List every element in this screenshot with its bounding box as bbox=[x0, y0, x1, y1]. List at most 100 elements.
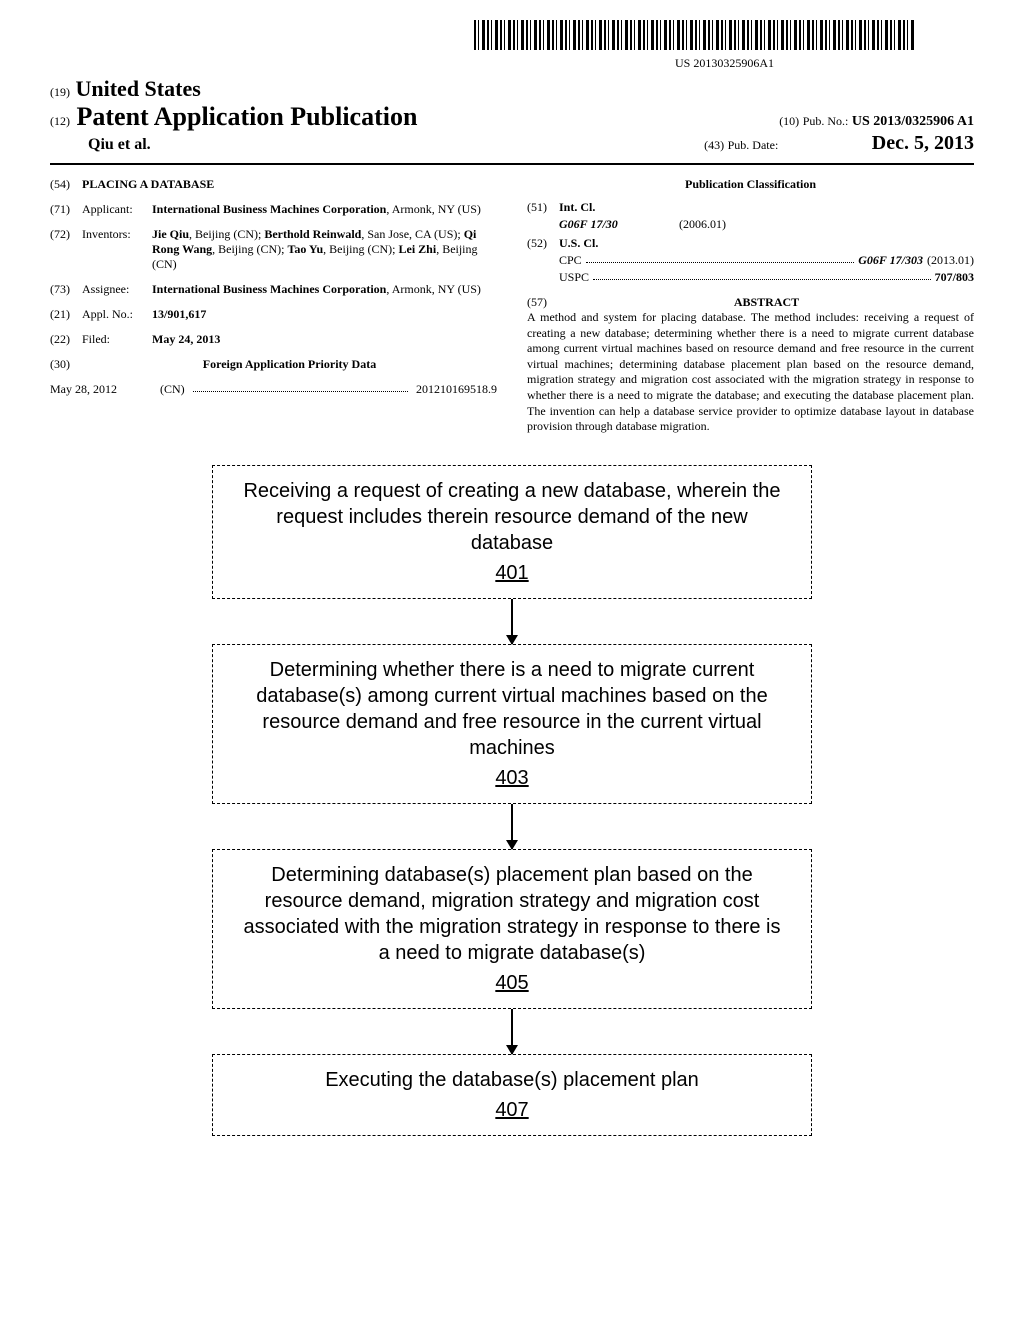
title-value: PLACING A DATABASE bbox=[82, 177, 497, 192]
barcode-text: US 20130325906A1 bbox=[50, 56, 774, 71]
right-column: Publication Classification (51) Int. Cl.… bbox=[527, 177, 974, 435]
intcl-year: (2006.01) bbox=[679, 217, 726, 232]
assignee-num: (73) bbox=[50, 282, 82, 297]
filed-label: Filed: bbox=[82, 332, 152, 347]
flow-ref: 403 bbox=[243, 765, 781, 791]
arrow-down-icon bbox=[511, 804, 513, 849]
country-name: United States bbox=[76, 76, 201, 101]
dots-leader bbox=[586, 253, 855, 263]
flow-box-407: Executing the database(s) placement plan… bbox=[212, 1054, 812, 1136]
assignee-label: Assignee: bbox=[82, 282, 152, 297]
inventors-label: Inventors: bbox=[82, 227, 152, 272]
intcl-label: Int. Cl. bbox=[559, 200, 974, 215]
flow-box-405: Determining database(s) placement plan b… bbox=[212, 849, 812, 1009]
intcl-num: (51) bbox=[527, 200, 559, 215]
patent-page: US 20130325906A1 (19) United States (12)… bbox=[0, 0, 1024, 1176]
flow-box-401: Receiving a request of creating a new da… bbox=[212, 465, 812, 599]
applicant-num: (71) bbox=[50, 202, 82, 217]
assignee-value: International Business Machines Corporat… bbox=[152, 282, 497, 297]
pubno-block: (10) Pub. No.: US 2013/0325906 A1 bbox=[779, 114, 974, 130]
header-divider bbox=[50, 163, 974, 165]
bibliographic-columns: (54) PLACING A DATABASE (71) Applicant: … bbox=[50, 177, 974, 435]
applicant-value: International Business Machines Corporat… bbox=[152, 202, 497, 217]
left-column: (54) PLACING A DATABASE (71) Applicant: … bbox=[50, 177, 497, 435]
intcl-code: G06F 17/30 bbox=[559, 217, 679, 232]
applicant-rest: , Armonk, NY (US) bbox=[386, 202, 481, 216]
pubtype-line: (12) Patent Application Publication bbox=[50, 102, 417, 132]
applno-value: 13/901,617 bbox=[152, 307, 497, 322]
applicant-label: Applicant: bbox=[82, 202, 152, 217]
country-prefix: (19) bbox=[50, 85, 70, 99]
flowchart: Receiving a request of creating a new da… bbox=[50, 465, 974, 1136]
abstract-text: A method and system for placing database… bbox=[527, 310, 974, 435]
priority-country: (CN) bbox=[160, 382, 185, 397]
applno-label: Appl. No.: bbox=[82, 307, 152, 322]
applicant-field: (71) Applicant: International Business M… bbox=[50, 202, 497, 217]
title-num: (54) bbox=[50, 177, 82, 192]
applno-field: (21) Appl. No.: 13/901,617 bbox=[50, 307, 497, 322]
priority-heading: (30) Foreign Application Priority Data bbox=[50, 357, 497, 372]
barcode-icon bbox=[474, 20, 914, 50]
barcode-region: US 20130325906A1 bbox=[50, 20, 974, 71]
cpc-year: (2013.01) bbox=[927, 253, 974, 268]
dots-leader bbox=[593, 270, 931, 280]
uscl-field: (52) U.S. Cl. bbox=[527, 236, 974, 251]
pubtype-row: (12) Patent Application Publication (10)… bbox=[50, 102, 974, 132]
arrow-down-icon bbox=[511, 1009, 513, 1054]
cpc-value: G06F 17/303 bbox=[858, 253, 923, 268]
pubtype-prefix: (12) bbox=[50, 114, 70, 128]
inventors-field: (72) Inventors: Jie Qiu, Beijing (CN); B… bbox=[50, 227, 497, 272]
pubno-prefix: (10) bbox=[779, 114, 799, 128]
document-header: (19) United States (12) Patent Applicati… bbox=[50, 76, 974, 155]
abstract-num: (57) bbox=[527, 295, 559, 310]
title-field: (54) PLACING A DATABASE bbox=[50, 177, 497, 192]
uscl-num: (52) bbox=[527, 236, 559, 251]
assignee-field: (73) Assignee: International Business Ma… bbox=[50, 282, 497, 297]
uspc-label: USPC bbox=[559, 270, 589, 285]
uscl-label: U.S. Cl. bbox=[559, 236, 974, 251]
assignee-bold: International Business Machines Corporat… bbox=[152, 282, 386, 296]
flow-box-403: Determining whether there is a need to m… bbox=[212, 644, 812, 804]
uspc-value: 707/803 bbox=[935, 270, 974, 285]
arrow-down-icon bbox=[511, 599, 513, 644]
flow-ref: 407 bbox=[243, 1097, 781, 1123]
applicant-bold: International Business Machines Corporat… bbox=[152, 202, 386, 216]
cpc-label: CPC bbox=[559, 253, 582, 268]
priority-title: Foreign Application Priority Data bbox=[82, 357, 497, 372]
pubno-label: Pub. No.: bbox=[803, 114, 849, 128]
authors-row: Qiu et al. (43) Pub. Date: Dec. 5, 2013 bbox=[50, 132, 974, 155]
abstract-heading: (57) ABSTRACT bbox=[527, 295, 974, 310]
intcl-row: G06F 17/30 (2006.01) bbox=[559, 217, 974, 232]
filed-value: May 24, 2013 bbox=[152, 332, 497, 347]
pubdate-prefix: (43) bbox=[704, 138, 724, 152]
priority-date: May 28, 2012 bbox=[50, 382, 160, 397]
inventors-value: Jie Qiu, Beijing (CN); Berthold Reinwald… bbox=[152, 227, 497, 272]
dots-leader bbox=[193, 382, 408, 392]
pubno-value: US 2013/0325906 A1 bbox=[852, 114, 974, 129]
flow-ref: 405 bbox=[243, 970, 781, 996]
abstract-title: ABSTRACT bbox=[559, 295, 974, 310]
uspc-row: USPC 707/803 bbox=[559, 270, 974, 285]
priority-row: May 28, 2012 (CN) 201210169518.9 bbox=[50, 382, 497, 397]
pubdate-block: (43) Pub. Date: Dec. 5, 2013 bbox=[704, 132, 974, 155]
pubtype-value: Patent Application Publication bbox=[77, 102, 418, 131]
intcl-field: (51) Int. Cl. bbox=[527, 200, 974, 215]
flow-text: Determining whether there is a need to m… bbox=[256, 659, 767, 759]
authors-line: Qiu et al. bbox=[88, 136, 151, 154]
cpc-row: CPC G06F 17/303 (2013.01) bbox=[559, 253, 974, 268]
applno-num: (21) bbox=[50, 307, 82, 322]
country-line: (19) United States bbox=[50, 76, 974, 102]
flow-text: Determining database(s) placement plan b… bbox=[244, 864, 781, 964]
inventors-num: (72) bbox=[50, 227, 82, 272]
priority-appno: 201210169518.9 bbox=[416, 382, 497, 397]
pubdate-label: Pub. Date: bbox=[728, 138, 779, 152]
pubdate-value: Dec. 5, 2013 bbox=[872, 132, 974, 154]
flow-ref: 401 bbox=[243, 560, 781, 586]
assignee-rest: , Armonk, NY (US) bbox=[386, 282, 481, 296]
filed-field: (22) Filed: May 24, 2013 bbox=[50, 332, 497, 347]
priority-num: (30) bbox=[50, 357, 82, 372]
flow-text: Receiving a request of creating a new da… bbox=[243, 480, 780, 554]
classification-title: Publication Classification bbox=[527, 177, 974, 192]
flow-text: Executing the database(s) placement plan bbox=[325, 1069, 699, 1091]
filed-num: (22) bbox=[50, 332, 82, 347]
